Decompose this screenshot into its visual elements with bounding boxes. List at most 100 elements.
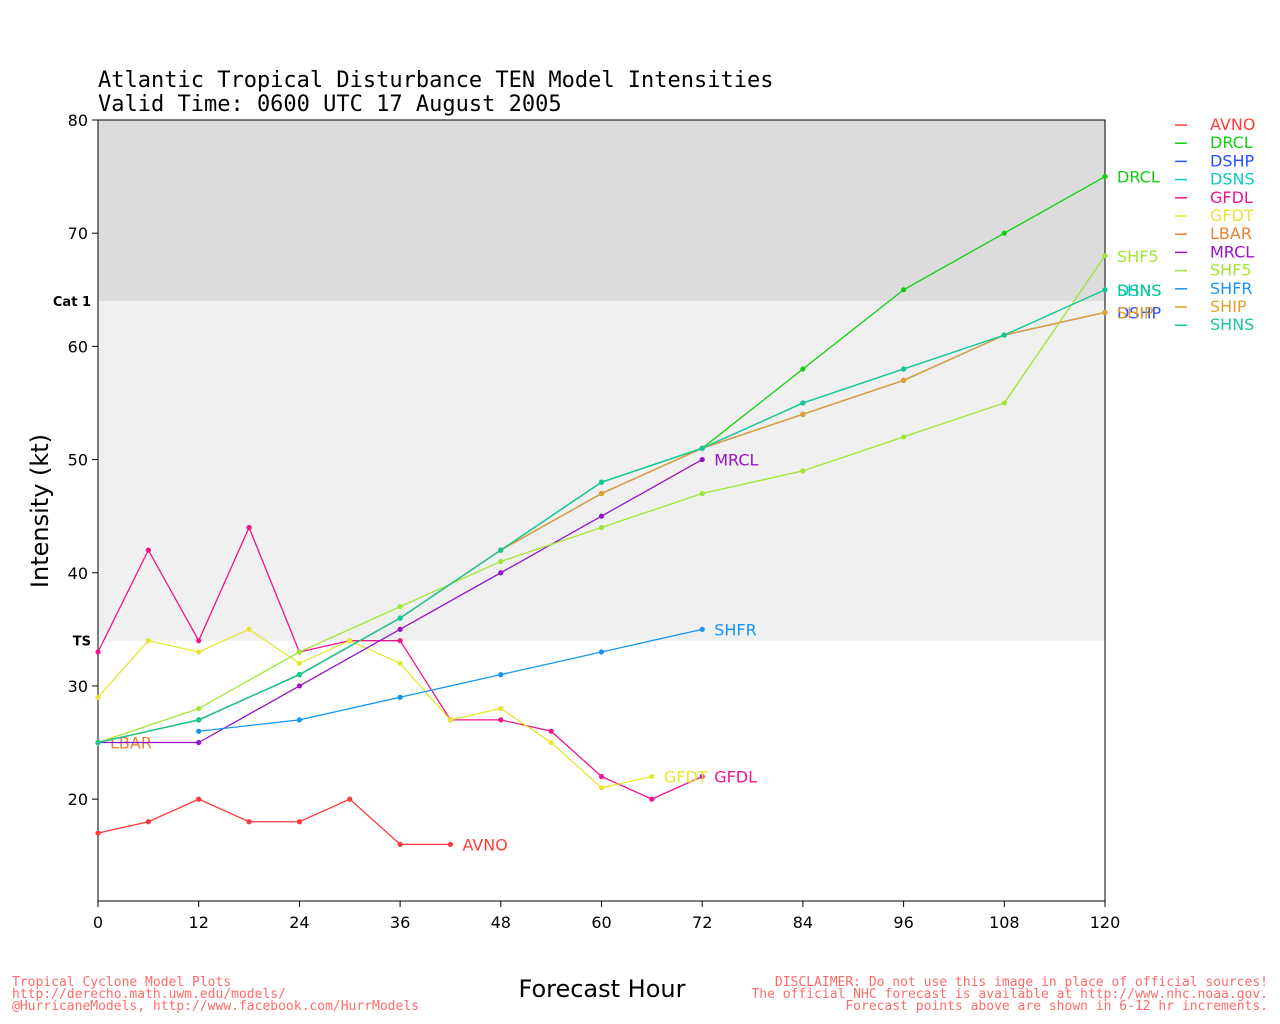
data-point [649,773,655,780]
x-tick-label: 24 [289,913,309,932]
intensity-bands: TS Cat 1 [53,120,1105,650]
y-tick-label: 50 [68,451,88,470]
data-point [1102,287,1108,293]
data-point [296,683,302,689]
x-tick-label: 60 [591,913,611,932]
footer-left-line: http://derecho.math.uwm.edu/models/ [12,987,286,1002]
series-end-label: DSHP [1117,303,1162,322]
data-point [397,841,403,848]
data-point [296,717,302,723]
series-avno: AVNO [95,796,508,854]
data-point [548,739,554,746]
series-line [97,628,652,789]
series-gfdt: GFDT [95,626,708,791]
data-point [246,819,252,825]
data-point [196,649,202,655]
data-point [598,524,605,531]
data-point [397,660,403,666]
data-point [95,649,101,655]
band-label: TS [73,635,91,650]
data-point [397,694,403,700]
data-point [1001,332,1007,338]
legend: AVNODRCLDSHPDSNSGFDLGFDTLBARMRCLSHF5SHFR… [1175,115,1255,334]
series-line [97,798,451,846]
data-point [699,445,705,451]
legend-entry: SHNS [1210,315,1254,334]
data-point [296,672,302,678]
data-point [347,638,353,644]
data-point [196,705,202,712]
data-point [800,400,806,406]
band-label: Cat 1 [53,295,91,310]
series-end-label: AVNO [462,835,507,854]
footer-right-line: Forecast points above are shown in 6-12 … [845,999,1268,1014]
legend-entry: AVNO [1210,115,1255,134]
data-point [1001,400,1007,406]
data-point [598,773,605,780]
data-point [296,819,302,825]
data-point [447,717,454,723]
series-end-label: DSNS [1117,281,1162,300]
data-point [95,694,101,700]
series-shfr: SHFR [196,620,757,734]
series-end-label: SHNS [1117,281,1161,300]
data-point [800,411,806,417]
legend-entry: DRCL [1210,133,1253,152]
data-point [598,649,605,655]
x-axis-label: Forecast Hour [519,975,686,1003]
data-point [498,705,504,712]
data-point [196,638,202,644]
data-point [397,604,403,610]
data-point [196,796,202,802]
data-point [800,366,806,372]
data-point [196,739,202,746]
series-end-label: GFDL [714,767,757,786]
series-line [198,628,703,732]
x-tick-label: 36 [390,913,410,932]
series-end-label: SHFR [714,620,757,639]
legend-entry: DSHP [1210,151,1255,170]
series-layer: AVNODRCLDSHPDSNSGFDLGFDTLBARMRCLSHF5SHFR… [95,168,1162,854]
data-point [598,479,605,485]
footer-left-line: @HurricaneModels, http://www.facebook.co… [12,999,419,1014]
data-point [901,377,907,383]
y-tick-label: 40 [68,564,88,583]
series-shf5: SHF5 [95,247,1159,746]
y-tick-label: 30 [68,677,88,696]
data-point [1102,253,1108,259]
x-tick-label: 120 [1090,913,1121,932]
legend-entry: GFDL [1210,188,1253,207]
series-end-label: GFDT [664,767,708,786]
legend-entry: LBAR [1210,224,1252,243]
data-point [95,830,101,836]
data-point [447,841,454,848]
data-point [800,468,806,474]
data-point [95,739,101,746]
series-end-label: SHF5 [1117,247,1159,266]
x-tick-label: 48 [491,913,511,932]
data-point [699,456,705,463]
data-point [196,717,202,723]
data-point [1102,309,1108,316]
data-point [397,626,403,632]
footer-right-line: The official NHC forecast is available a… [751,987,1268,1002]
series-end-label: DRCL [1117,168,1160,187]
data-point [498,717,504,723]
y-tick-label: 20 [68,790,88,809]
series-mrcl: MRCL [95,451,758,746]
data-point [498,558,504,565]
data-point [1001,230,1007,236]
chart-subtitle: Valid Time: 0600 UTC 17 August 2005 [98,92,562,117]
data-point [498,570,504,576]
legend-entry: SHIP [1210,297,1247,316]
data-point [196,728,202,734]
data-point [649,796,655,802]
legend-entry: SHF5 [1210,261,1252,280]
x-tick-label: 72 [692,913,712,932]
legend-entry: GFDT [1210,206,1254,225]
footer-left-line: Tropical Cyclone Model Plots [12,975,232,990]
data-point [246,626,252,632]
y-tick-label: 70 [68,224,88,243]
data-point [598,490,605,497]
series-end-label: SHIP [1117,303,1154,322]
